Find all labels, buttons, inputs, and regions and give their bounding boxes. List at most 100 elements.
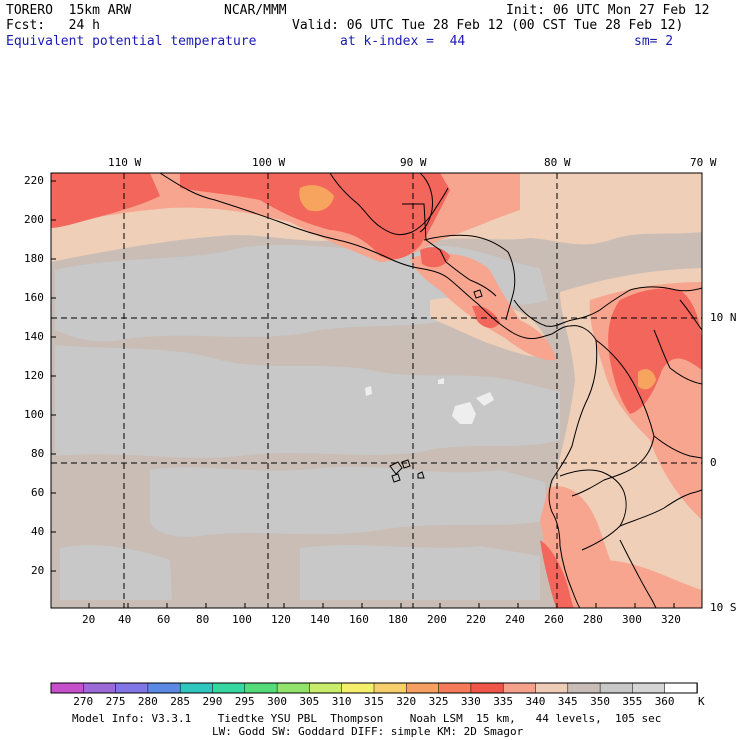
x-tick-label: 200 <box>427 613 447 626</box>
model-title: TORERO 15km ARW <box>6 3 132 18</box>
colorbar-label: 285 <box>170 695 191 708</box>
border-andes <box>619 539 657 608</box>
y-tick-label: 60 <box>31 486 45 499</box>
coastlines <box>159 173 702 608</box>
colorbar-label: 320 <box>396 695 417 708</box>
lat-label-10s: 10 S <box>710 601 737 614</box>
x-tick-label: 100 <box>232 613 252 626</box>
field-345-patch <box>600 560 702 608</box>
lon-label-110w: 110 W <box>108 156 142 169</box>
colorbar-label: 355 <box>622 695 643 708</box>
field-355-region <box>638 369 656 390</box>
center-label: NCAR/MMM <box>224 3 287 18</box>
coastline-caribbean <box>423 234 516 321</box>
field-350-region <box>420 247 450 268</box>
x-tick-label: 240 <box>505 613 525 626</box>
island-galapagos-4 <box>417 471 425 479</box>
colorbar-frame <box>50 682 698 694</box>
x-tick-label: 260 <box>544 613 564 626</box>
y-tick-label: 100 <box>24 408 44 421</box>
field-white-speck <box>452 402 476 424</box>
colorbar-label: 270 <box>73 695 94 708</box>
x-tick-label: 280 <box>583 613 603 626</box>
y-tick-label: 140 <box>24 330 44 343</box>
x-tick-label: 220 <box>466 613 486 626</box>
coastline-caribbean-2 <box>513 286 702 327</box>
field-white-speck <box>438 378 444 384</box>
lat-label-10n: 10 N <box>710 311 737 324</box>
border-ca-2 <box>469 279 497 297</box>
x-tick-label: 120 <box>271 613 291 626</box>
axis-ticks <box>51 180 675 608</box>
x-tick-label: 60 <box>157 613 171 626</box>
map-field <box>51 173 702 608</box>
colorbar-unit: K <box>698 695 705 708</box>
colorbar-label: 280 <box>137 695 158 708</box>
colorbar-label: 335 <box>493 695 514 708</box>
x-tick-label: 320 <box>661 613 681 626</box>
y-tick-label: 160 <box>24 291 44 304</box>
island-galapagos-2 <box>401 459 411 469</box>
field-345-patch <box>410 253 556 361</box>
field-350-region <box>608 288 702 414</box>
x-tick-label: 160 <box>349 613 369 626</box>
colorbar-swatch <box>309 682 343 694</box>
coastline-mexico <box>159 173 597 341</box>
field-name: Equivalent potential temperature <box>6 34 257 49</box>
colorbar-swatch <box>567 682 601 694</box>
colorbar-label: 345 <box>557 695 578 708</box>
border-ecuador <box>559 469 627 551</box>
colorbar-swatch <box>632 682 666 694</box>
colorbar-label: 360 <box>654 695 675 708</box>
field-350-region <box>472 305 500 328</box>
lat-label-0: 0 <box>710 456 717 469</box>
island-cocos <box>473 289 483 299</box>
init-time: Init: 06 UTC Mon 27 Feb 12 <box>506 3 710 18</box>
border-venezuela <box>653 329 702 385</box>
x-tick-label: 40 <box>118 613 132 626</box>
map-frame <box>50 172 703 609</box>
colorbar-label: 275 <box>105 695 126 708</box>
colorbar-label: 305 <box>299 695 320 708</box>
colorbar-swatch <box>50 682 85 694</box>
colorbar-label: 325 <box>428 695 449 708</box>
valid-time: Valid: 06 UTC Tue 28 Feb 12 (00 CST Tue … <box>292 18 684 33</box>
x-tick-label: 80 <box>196 613 210 626</box>
colorbar-label: 315 <box>364 695 384 708</box>
colorbar-swatch <box>373 682 408 694</box>
y-tick-label: 180 <box>24 252 44 265</box>
colorbar-label: 330 <box>460 695 481 708</box>
colorbar-swatch <box>244 682 278 694</box>
colorbar-swatch <box>406 682 440 694</box>
island-galapagos-3 <box>391 473 401 483</box>
colorbar-swatch <box>179 682 214 694</box>
field-350-region <box>180 173 450 260</box>
colorbar-swatch <box>470 682 504 694</box>
y-tick-label: 120 <box>24 369 44 382</box>
level-label: at k-index = 44 <box>340 34 466 49</box>
x-tick-label: 180 <box>388 613 408 626</box>
colorbar-swatch <box>276 682 311 694</box>
colorbar-label: 295 <box>234 695 255 708</box>
colorbar-swatch <box>438 682 472 694</box>
border-ca-1 <box>445 261 471 281</box>
colorbar-label: 350 <box>590 695 610 708</box>
forecast-hour: Fcst: 24 h <box>6 18 100 33</box>
y-tick-label: 220 <box>24 174 44 187</box>
colorbar-swatch <box>147 682 181 694</box>
y-tick-label: 40 <box>31 525 45 538</box>
colorbar-swatch <box>535 682 569 694</box>
model-info-line1: Model Info: V3.3.1 Tiedtke YSU PBL Thomp… <box>72 712 662 725</box>
colorbar-swatch <box>83 682 117 694</box>
field-grey-patch <box>300 545 540 600</box>
field-grey-patch <box>150 466 548 537</box>
colorbar-swatch <box>502 682 537 694</box>
field-350-region <box>51 173 160 228</box>
map-plot <box>50 172 703 609</box>
colorbar-label: 290 <box>202 695 223 708</box>
y-tick-label: 80 <box>31 447 45 460</box>
field-355-region <box>299 185 334 212</box>
colorbar-label: 310 <box>331 695 352 708</box>
border-brazil <box>653 435 702 459</box>
y-tick-label: 20 <box>31 564 45 577</box>
